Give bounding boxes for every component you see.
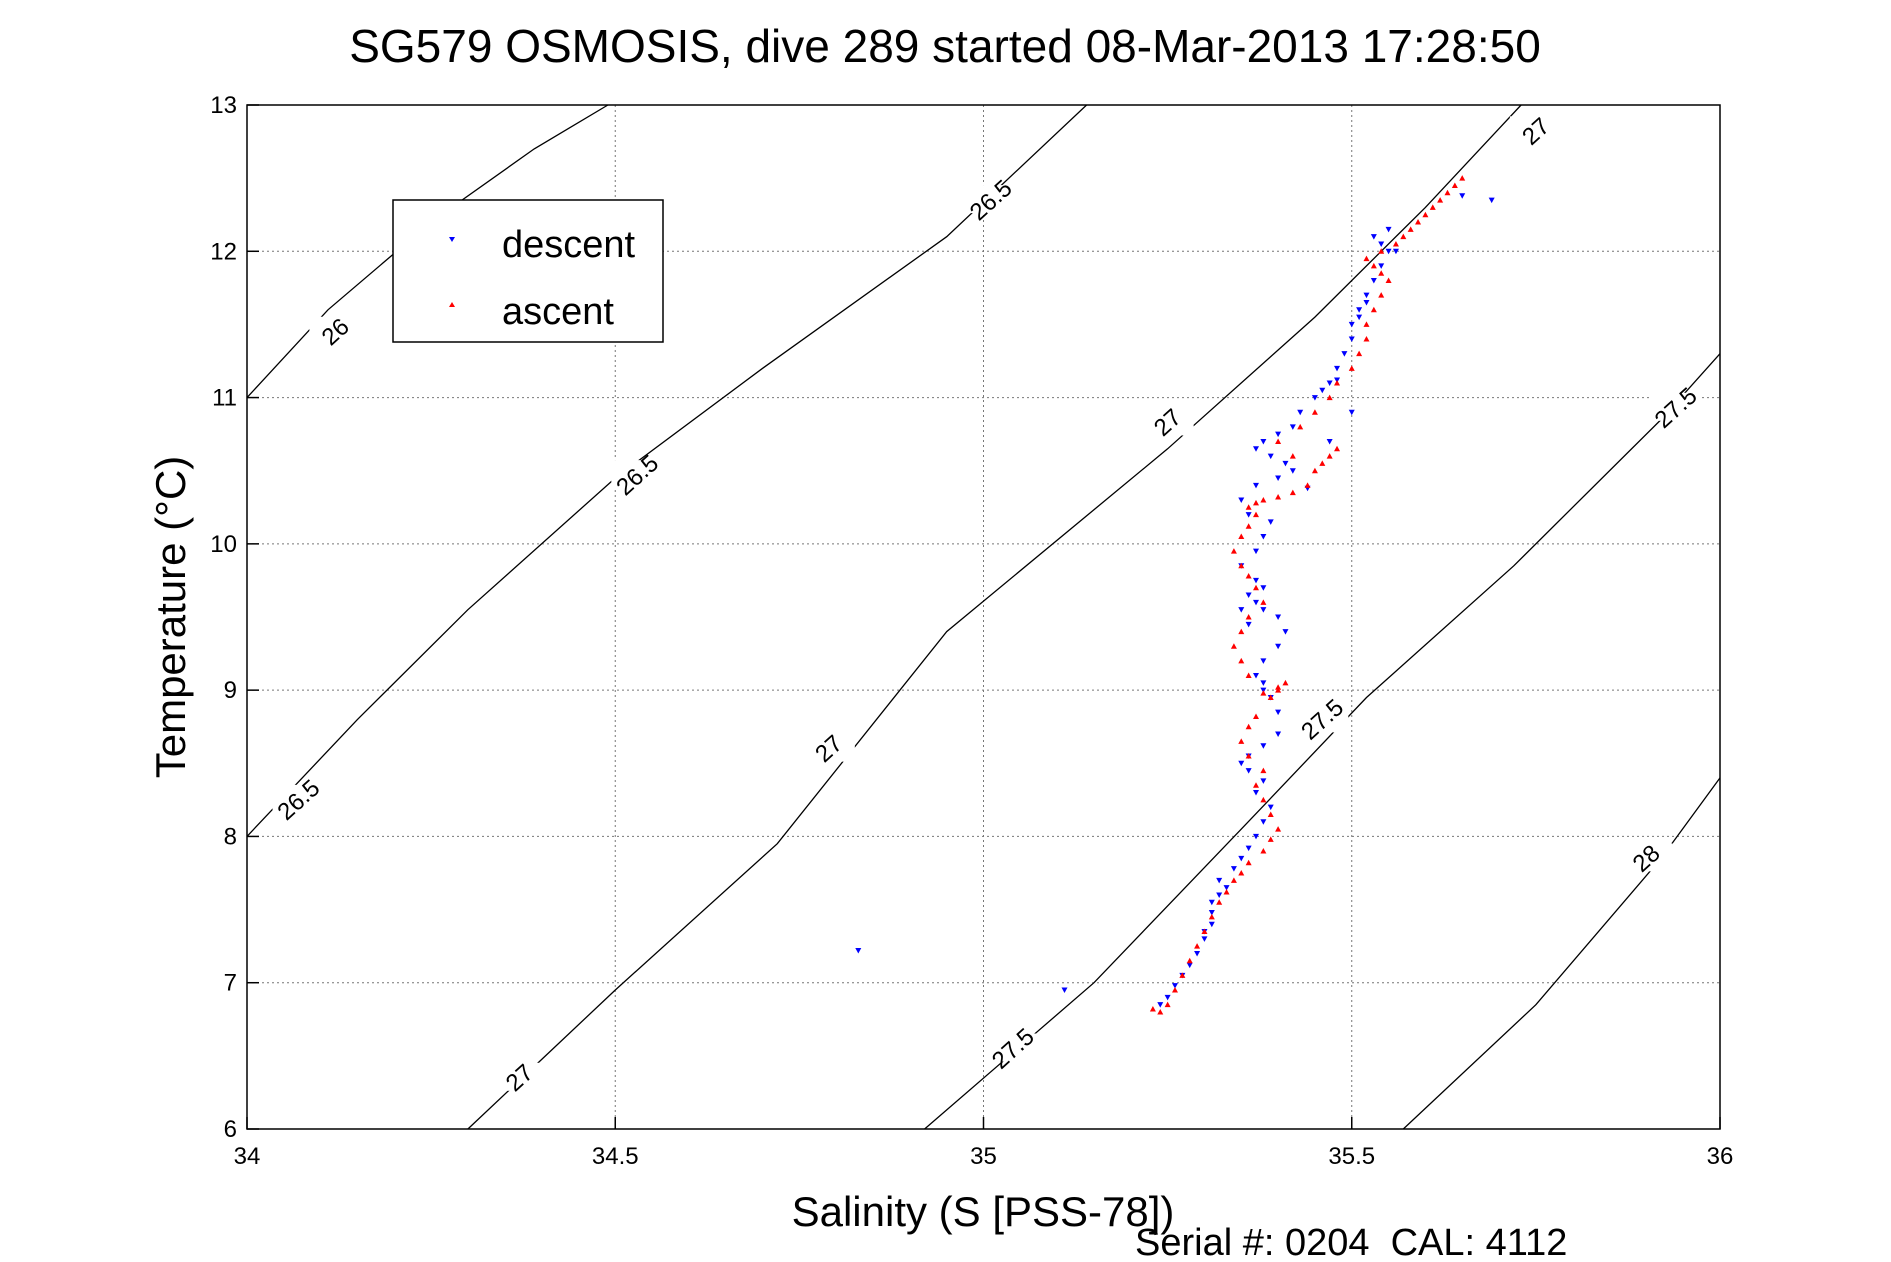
y-tick-label: 10 bbox=[210, 531, 237, 558]
y-axis-label: Temperature (°C) bbox=[147, 456, 194, 779]
x-tick-label: 34.5 bbox=[592, 1143, 639, 1170]
legend-ascent-label: ascent bbox=[502, 291, 614, 333]
y-tick-label: 6 bbox=[224, 1116, 237, 1143]
y-tick-label: 8 bbox=[224, 823, 237, 850]
legend-descent-label: descent bbox=[502, 224, 636, 266]
y-tick-label: 11 bbox=[212, 385, 237, 412]
serial-cal-footer: Serial #: 0204 CAL: 4112 bbox=[1135, 1222, 1567, 1262]
legend: descent ascent bbox=[393, 200, 663, 342]
y-tick-label: 12 bbox=[210, 238, 237, 265]
x-tick-label: 34 bbox=[234, 1143, 261, 1170]
y-tick-label: 7 bbox=[224, 970, 237, 997]
chart-title: SG579 OSMOSIS, dive 289 started 08-Mar-2… bbox=[349, 20, 1541, 72]
x-tick-label: 35 bbox=[970, 1143, 997, 1170]
x-axis-label: Salinity (S [PSS-78]) bbox=[792, 1188, 1175, 1235]
y-tick-label: 13 bbox=[210, 92, 237, 119]
x-tick-label: 35.5 bbox=[1328, 1143, 1375, 1170]
x-tick-label: 36 bbox=[1707, 1143, 1734, 1170]
ts-diagram-figure: SG579 OSMOSIS, dive 289 started 08-Mar-2… bbox=[0, 0, 1891, 1262]
y-tick-label: 9 bbox=[224, 677, 237, 704]
